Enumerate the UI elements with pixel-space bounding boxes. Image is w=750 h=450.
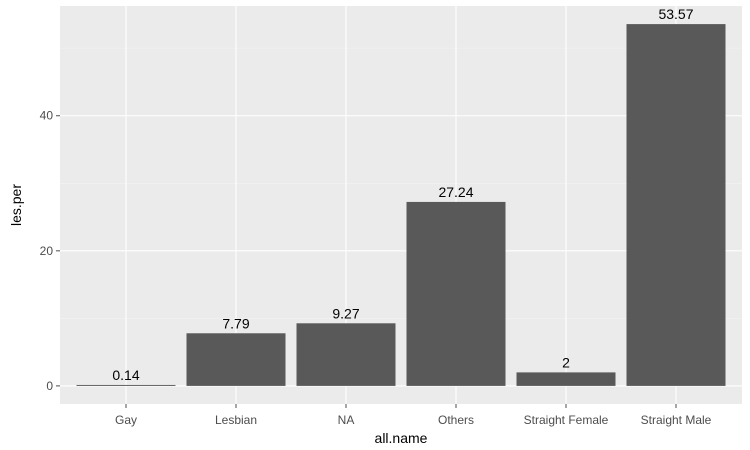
bar bbox=[76, 384, 176, 386]
x-tick-label: Lesbian bbox=[215, 413, 257, 427]
y-axis: 0 20 40 bbox=[40, 109, 60, 393]
y-tick-label: 0 bbox=[46, 379, 53, 393]
x-tick-label: Straight Male bbox=[641, 413, 712, 427]
x-tick-label: NA bbox=[338, 413, 355, 427]
data-label: 53.57 bbox=[658, 6, 693, 22]
y-tick-label: 20 bbox=[40, 244, 54, 258]
x-tick-label: Gay bbox=[115, 413, 137, 427]
x-tick-label: Straight Female bbox=[524, 413, 609, 427]
bar bbox=[516, 372, 616, 386]
bar bbox=[626, 24, 726, 386]
bars bbox=[76, 24, 726, 386]
y-axis-title: les.per bbox=[8, 184, 24, 226]
x-axis-title: all.name bbox=[375, 430, 428, 446]
bar bbox=[406, 201, 506, 386]
data-label: 9.27 bbox=[332, 305, 359, 321]
data-label: 2 bbox=[562, 354, 570, 370]
x-axis: Gay Lesbian NA Others Straight Female Straigh… bbox=[115, 404, 712, 427]
bar bbox=[296, 323, 396, 386]
x-tick-label: Others bbox=[438, 413, 474, 427]
bar bbox=[186, 333, 286, 386]
data-label: 27.24 bbox=[438, 184, 473, 200]
data-labels: 0.14 7.79 9.27 27.24 2 53.57 bbox=[112, 6, 693, 383]
data-label: 7.79 bbox=[222, 315, 249, 331]
data-label: 0.14 bbox=[112, 367, 139, 383]
y-tick-label: 40 bbox=[40, 109, 54, 123]
